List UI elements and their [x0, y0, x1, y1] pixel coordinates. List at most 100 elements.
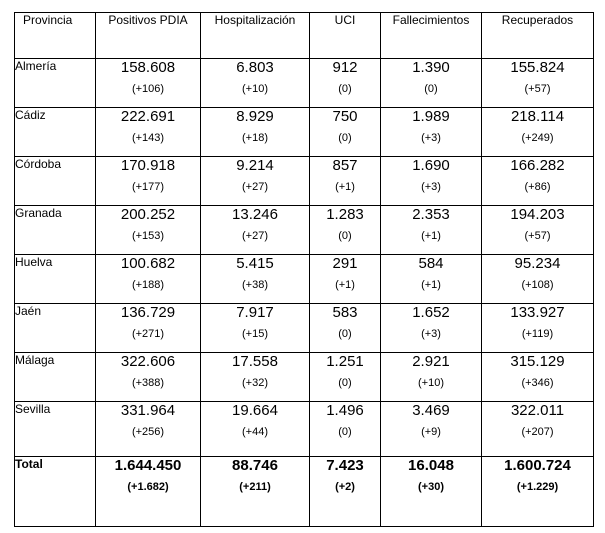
cell-value: 17.558: [232, 353, 278, 370]
column-header-fallecimientos: Fallecimientos: [380, 12, 482, 59]
cell-value: 912: [332, 59, 358, 76]
cell-delta: (+108): [521, 279, 554, 291]
cell-value: 1.390: [412, 59, 450, 76]
province-cell: Málaga: [14, 352, 96, 402]
data-cell: 2.353 (+1): [380, 205, 482, 255]
cell-value: 1.496: [326, 402, 364, 419]
cell-delta: (+211): [239, 481, 271, 493]
cell-delta: (+57): [524, 83, 551, 95]
cell-delta: (+1): [421, 230, 441, 242]
data-cell: 194.203 (+57): [481, 205, 594, 255]
data-cell: 1.652 (+3): [380, 303, 482, 353]
cell-value: 100.682: [120, 255, 176, 272]
cell-value: 16.048: [408, 457, 454, 474]
cell-value: 315.129: [510, 353, 565, 370]
data-cell: 9.214 (+27): [200, 156, 310, 206]
data-cell: 331.964 (+256): [95, 401, 201, 457]
cell-delta: (+57): [524, 230, 551, 242]
cell-value: 1.283: [326, 206, 364, 223]
cell-value: 322.606: [120, 353, 176, 370]
cell-delta: (+15): [242, 328, 268, 340]
column-header-hospitalizacion: Hospitalización: [200, 12, 310, 59]
cell-delta: (0): [338, 426, 352, 438]
data-cell: 95.234 (+108): [481, 254, 594, 304]
data-cell: 322.606 (+388): [95, 352, 201, 402]
cell-delta: (+1.229): [516, 481, 559, 493]
data-cell: 218.114 (+249): [481, 107, 594, 157]
cell-value: 331.964: [120, 402, 176, 419]
data-cell: 584 (+1): [380, 254, 482, 304]
data-cell: 322.011 (+207): [481, 401, 594, 457]
data-cell: 5.415 (+38): [200, 254, 310, 304]
data-cell: 200.252 (+153): [95, 205, 201, 255]
data-cell: 3.469 (+9): [380, 401, 482, 457]
cell-delta: (+256): [131, 426, 165, 438]
cell-delta: (+27): [242, 181, 268, 193]
data-cell: 100.682 (+188): [95, 254, 201, 304]
cell-value: 2.353: [412, 206, 450, 223]
cell-value: 158.608: [120, 59, 176, 76]
data-cell: 583 (0): [309, 303, 381, 353]
cell-value: 194.203: [510, 206, 565, 223]
cell-value: 1.989: [412, 108, 450, 125]
data-cell: 170.918 (+177): [95, 156, 201, 206]
table-row-sevilla: Sevilla 331.964 (+256) 19.664 (+44) 1.49…: [14, 401, 594, 457]
cell-delta: (+119): [521, 328, 554, 340]
cell-value: 88.746: [232, 457, 278, 474]
cell-delta: (0): [338, 377, 352, 389]
cell-value: 750: [332, 108, 358, 125]
province-cell: Córdoba: [14, 156, 96, 206]
cell-value: 136.729: [120, 304, 176, 321]
data-cell: 155.824 (+57): [481, 58, 594, 108]
cell-value: 19.664: [232, 402, 278, 419]
cell-delta: (0): [338, 230, 352, 242]
province-statistics-table: Provincia Positivos PDIA Hospitalización…: [14, 12, 594, 527]
province-cell: Total: [14, 456, 96, 527]
cell-delta: (+9): [421, 426, 441, 438]
cell-value: 13.246: [232, 206, 278, 223]
cell-delta: (0): [338, 132, 352, 144]
data-cell: 166.282 (+86): [481, 156, 594, 206]
cell-delta: (+3): [421, 181, 441, 193]
table-row-cordoba: Córdoba 170.918 (+177) 9.214 (+27) 857 (…: [14, 156, 594, 206]
cell-value: 6.803: [236, 59, 274, 76]
cell-delta: (+207): [521, 426, 554, 438]
cell-value: 7.423: [326, 457, 364, 474]
cell-delta: (+3): [421, 132, 441, 144]
cell-delta: (+249): [521, 132, 554, 144]
cell-delta: (0): [338, 83, 352, 95]
province-cell: Jaén: [14, 303, 96, 353]
data-cell: 17.558 (+32): [200, 352, 310, 402]
cell-value: 2.921: [412, 353, 450, 370]
table-row-almeria: Almería 158.608 (+106) 6.803 (+10) 912 (…: [14, 58, 594, 108]
data-cell: 133.927 (+119): [481, 303, 594, 353]
cell-delta: (+86): [524, 181, 551, 193]
cell-delta: (+1): [421, 279, 441, 291]
data-cell: 13.246 (+27): [200, 205, 310, 255]
cell-value: 5.415: [236, 255, 274, 272]
data-cell: 2.921 (+10): [380, 352, 482, 402]
table-row-jaen: Jaén 136.729 (+271) 7.917 (+15) 583 (0) …: [14, 303, 594, 353]
cell-delta: (+388): [131, 377, 165, 389]
cell-value: 9.214: [236, 157, 274, 174]
data-cell: 7.917 (+15): [200, 303, 310, 353]
data-cell: 912 (0): [309, 58, 381, 108]
cell-value: 584: [418, 255, 444, 272]
table-row-malaga: Málaga 322.606 (+388) 17.558 (+32) 1.251…: [14, 352, 594, 402]
data-cell: 1.390 (0): [380, 58, 482, 108]
cell-value: 1.690: [412, 157, 450, 174]
cell-value: 95.234: [514, 255, 561, 272]
data-cell: 6.803 (+10): [200, 58, 310, 108]
data-cell: 1.600.724 (+1.229): [481, 456, 594, 527]
cell-delta: (+271): [131, 328, 165, 340]
data-cell: 1.283 (0): [309, 205, 381, 255]
cell-value: 222.691: [120, 108, 176, 125]
data-cell: 291 (+1): [309, 254, 381, 304]
cell-delta: (+153): [131, 230, 165, 242]
cell-delta: (+1): [335, 181, 355, 193]
cell-delta: (0): [424, 83, 438, 95]
data-cell: 1.644.450 (+1.682): [95, 456, 201, 527]
cell-value: 218.114: [510, 108, 565, 125]
cell-value: 7.917: [236, 304, 274, 321]
province-cell: Huelva: [14, 254, 96, 304]
